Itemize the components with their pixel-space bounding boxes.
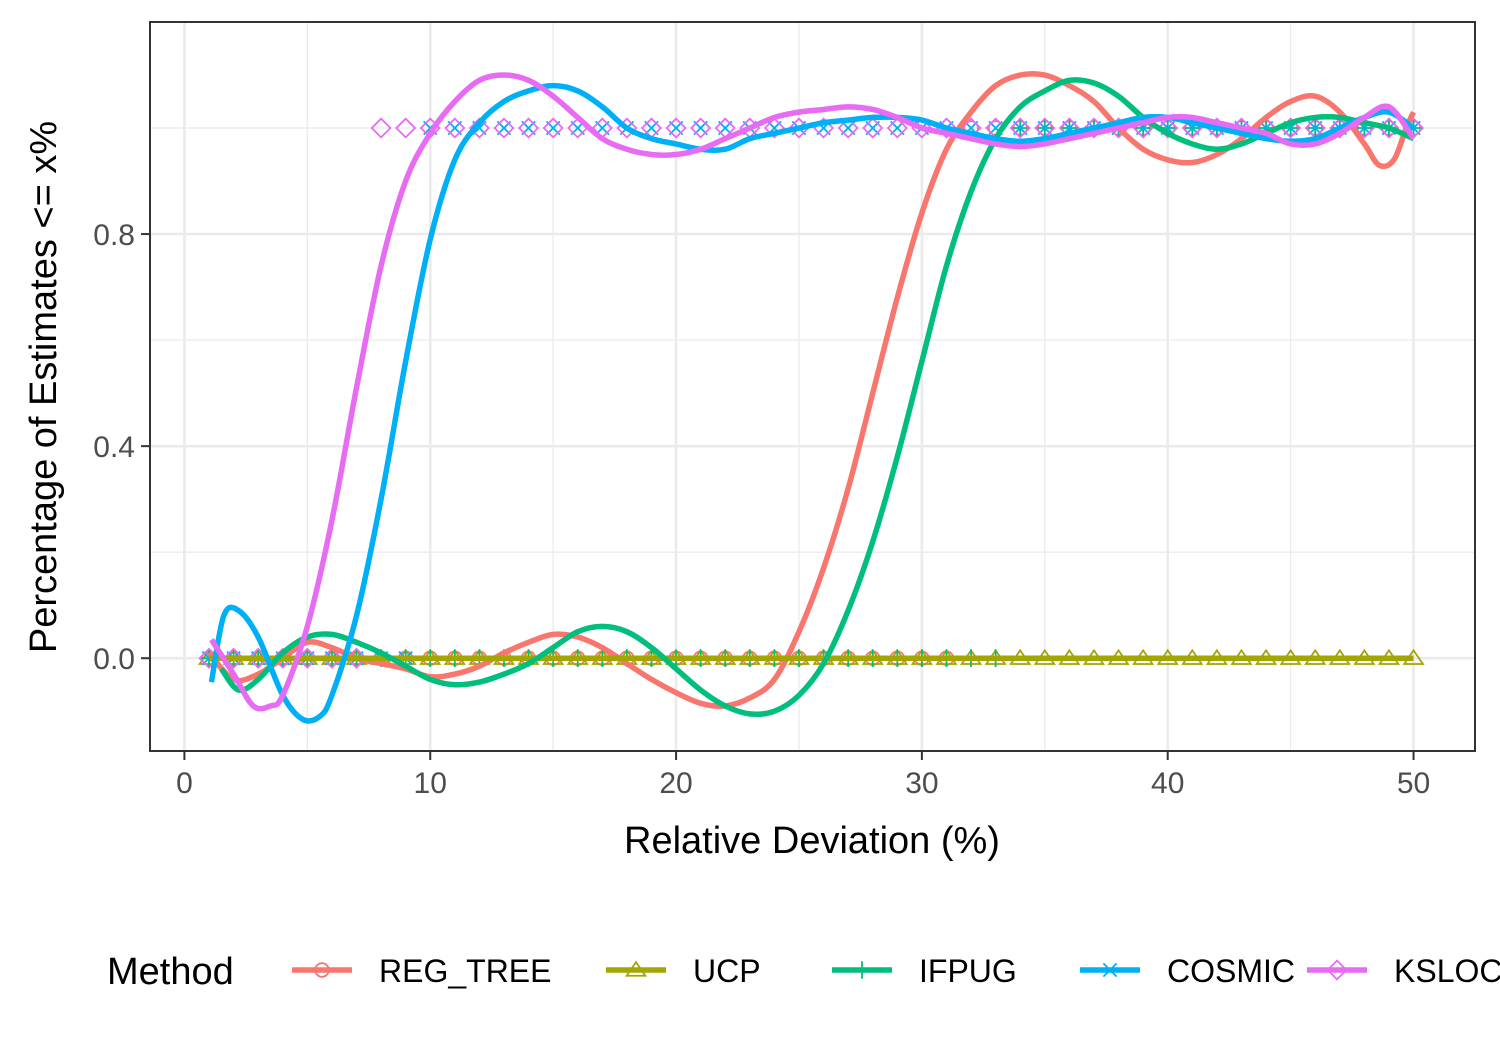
x-tick-label: 0 <box>176 767 193 800</box>
data-point <box>517 117 540 139</box>
data-point <box>542 117 564 139</box>
y-axis-title: Percentage of Estimates <= x% <box>23 121 65 653</box>
data-point <box>763 117 786 139</box>
plot-background <box>150 22 1475 751</box>
legend-key-ksloc <box>1307 959 1367 981</box>
x-axis-title: Relative Deviation (%) <box>624 820 1000 862</box>
legend-label-ksloc: KSLOC <box>1394 953 1500 989</box>
legend: Method REG_TREE UCP IFPUG COSMIC KSLOC <box>107 951 1500 993</box>
legend-title: Method <box>107 951 234 993</box>
data-point <box>837 117 859 139</box>
y-tick-label: 0.8 <box>93 219 135 252</box>
legend-label-ucp: UCP <box>693 953 761 989</box>
x-tick-label: 50 <box>1397 767 1430 800</box>
legend-key-marker <box>853 961 871 979</box>
data-point <box>222 647 245 669</box>
plot-border <box>149 21 1476 752</box>
legend-key-marker <box>1102 962 1118 978</box>
data-point <box>886 117 908 139</box>
legend-key-marker <box>314 962 330 978</box>
data-point <box>370 117 392 139</box>
data-point <box>468 117 491 139</box>
x-tick-label: 40 <box>1151 767 1184 800</box>
legend-key-ifpug <box>832 961 892 979</box>
y-tick-label: 0.4 <box>93 431 135 464</box>
data-point <box>862 117 884 139</box>
y-axis: 0.0 0.4 0.8 <box>93 219 150 676</box>
legend-key-marker <box>1326 959 1348 981</box>
data-point <box>1157 117 1179 139</box>
data-point <box>321 647 343 669</box>
data-point <box>665 117 687 139</box>
x-axis: 0 10 20 30 40 50 <box>176 751 1430 800</box>
series-line-ksloc <box>209 72 1416 712</box>
legend-key-ucp <box>606 960 666 977</box>
legend-label-ifpug: IFPUG <box>919 953 1017 989</box>
data-point <box>1009 117 1031 139</box>
series-line-cosmic <box>208 82 1416 724</box>
x-tick-label: 30 <box>905 767 938 800</box>
x-tick-label: 20 <box>659 767 692 800</box>
legend-key-marker <box>624 960 648 977</box>
legend-key-cosmic <box>1080 962 1140 978</box>
legend-label-reg_tree: REG_TREE <box>379 953 551 989</box>
data-point <box>690 117 712 139</box>
series-layer <box>197 70 1425 724</box>
y-tick-label: 0.0 <box>93 643 135 676</box>
data-point <box>395 117 417 139</box>
data-point <box>493 117 515 139</box>
legend-label-cosmic: COSMIC <box>1167 953 1295 989</box>
legend-key-reg_tree <box>292 962 352 978</box>
series-line-ifpug <box>219 77 1415 718</box>
x-tick-label: 10 <box>414 767 447 800</box>
data-point <box>444 117 466 139</box>
